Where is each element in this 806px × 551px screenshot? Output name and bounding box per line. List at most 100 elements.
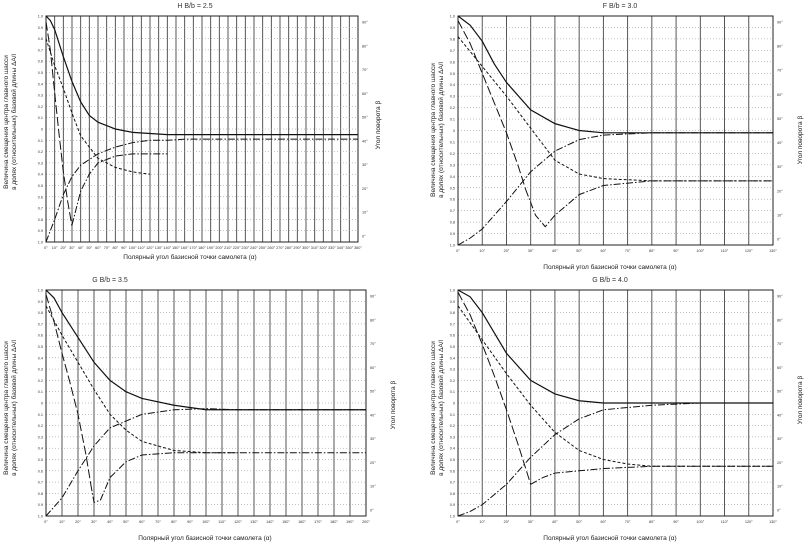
panel-f-y2tick-label: 50°: [777, 117, 783, 121]
panel-f-y2tick-label: 0°: [777, 238, 781, 242]
panel-h-ytick-label: 0.9: [38, 229, 43, 233]
panel-h-xtick-label: 40°: [78, 246, 84, 250]
panel-g1-xtick-label: 190°: [346, 520, 354, 524]
panel-g2-ytick-label: 0.8: [450, 311, 455, 315]
panel-h-plot: 0° 10° 20° 30° 40° 50° 60° 70° 80° 90° 100° 110° 120…: [38, 15, 369, 251]
panel-h-xtick-label: 250°: [259, 246, 267, 250]
panel-f-xtick-label: 90°: [673, 249, 679, 253]
panel-f-ytick-label: 0.7: [450, 49, 455, 53]
panel-g2-ytick-label: 0.4: [450, 447, 455, 451]
panel-h-ytick-label: 0.7: [38, 48, 43, 52]
panel-h-ytick-label: 0.7: [38, 207, 43, 211]
panel-g2-title: G B/b = 4.0: [592, 277, 628, 284]
panel-h-ytick-label: 1.0: [38, 15, 43, 19]
panel-g1-xtick-label: 120°: [234, 520, 242, 524]
panel-f-ytick-label: 0.4: [450, 83, 455, 87]
panel-f-xtick-label: 130°: [769, 249, 777, 253]
panel-g2-ytick-label: 0.3: [450, 368, 455, 372]
panel-g1-xtick-label: 140°: [266, 520, 274, 524]
panel-f-xlabel: Полярный угол базисной точки самолета (α…: [543, 264, 677, 271]
panel-g1-ytick-label: 0.9: [38, 503, 43, 507]
panel-f-ytick-label: 0.4: [450, 175, 455, 179]
panel-g2-series-2-line: [457, 292, 532, 485]
panel-g2-xtick-label: 110°: [721, 520, 729, 524]
panel-g2-y2label: Угол поворота β: [797, 375, 804, 425]
panel-h-ytick-label: 0.6: [38, 195, 43, 199]
panel-h-y2tick-label: 20°: [362, 187, 368, 191]
panel-g1-ytick-label: 0.3: [38, 368, 43, 372]
panel-h-xlabel: Полярный угол базисной точки самолета (α…: [123, 254, 257, 261]
panel-g1-y2tick-label: 30°: [370, 437, 376, 441]
panel-f-series-2-line: [457, 20, 527, 191]
panel-g1-ytick-label: 0.5: [38, 458, 43, 462]
panel-h-y2tick-label: 70°: [362, 68, 368, 72]
panel-g1-y2tick-label: 90°: [370, 295, 376, 299]
panel-g1-y2tick-label: 10°: [370, 485, 376, 489]
panel-f-plot-frame: [457, 15, 774, 246]
panel-h-xtick-label: 70°: [104, 246, 110, 250]
panel-g2-xtick-label: 40°: [552, 520, 558, 524]
panel-f-ytick-label: 0.8: [450, 37, 455, 41]
panel-h-ylabel: Величина смещения центра главного шасси …: [3, 37, 23, 207]
panel-h-xtick-label: 300°: [302, 246, 310, 250]
panel-h-xtick-label: 140°: [163, 246, 171, 250]
panel-f-ylabel-line1: Величина смещения центра главного шасси: [430, 63, 437, 197]
panel-h-title: H B/b = 2.5: [177, 3, 213, 10]
panel-g2-xtick-label: 80°: [649, 520, 655, 524]
panel-h-xtick-label: 80°: [112, 246, 118, 250]
panel-h-y2tick-label: 0°: [362, 235, 366, 239]
panel-g2-xtick-label: 70°: [625, 520, 631, 524]
panel-h-ytick-label: 0.5: [38, 184, 43, 188]
panel-g1-xtick-label: 130°: [250, 520, 258, 524]
panel-g2-xtick-label: 130°: [769, 520, 777, 524]
panel-f-ytick-label: 0.5: [450, 186, 455, 190]
panel-g1-ytick-label: 0: [41, 402, 43, 406]
panel-h-xtick-label: 240°: [250, 246, 258, 250]
panel-g1-xtick-label: 80°: [171, 520, 177, 524]
panel-h-ytick-label: 0.1: [38, 139, 43, 143]
panel-g1-series-3-line: [90, 452, 366, 504]
panel-f-ytick-label: 0.1: [450, 118, 455, 122]
panel-g2-y2tick-label: 80°: [777, 318, 783, 322]
panel-f-ytick-label: 1.0: [450, 244, 455, 248]
panel-f-title: F B/b = 3.0: [602, 3, 638, 10]
panel-g1-plot-frame: [45, 289, 367, 517]
panel-g2-y2tick-label: 0°: [777, 509, 781, 513]
panel-g2-y2tick-label: 70°: [777, 342, 783, 346]
panel-h-y2tick-label: 40°: [362, 139, 368, 143]
panel-h-xtick-label: 60°: [95, 246, 101, 250]
panel-g2-xlabel: Полярный угол базисной точки самолета (α…: [543, 535, 677, 542]
panel-h-xtick-label: 220°: [233, 246, 241, 250]
panel-h-xtick-label: 280°: [285, 246, 293, 250]
panel-f-xtick-label: 0°: [456, 249, 460, 253]
panel-g1-xtick-label: 50°: [123, 520, 129, 524]
panel-f-ytick-label: 0.9: [450, 232, 455, 236]
panel-g1-xtick-label: 20°: [75, 520, 81, 524]
panel-f-y2tick-label: 40°: [777, 141, 783, 145]
panel-h-ytick-label: 0.3: [38, 161, 43, 165]
panel-h-xtick-label: 120°: [146, 246, 154, 250]
panel-f-ytick-label: 0.3: [450, 95, 455, 99]
panel-g2-y2tick-label: 40°: [777, 413, 783, 417]
panel-f-ytick-label: 0.5: [450, 72, 455, 76]
panel-f-xtick-label: 100°: [696, 249, 704, 253]
panel-g1-ytick-label: 0.2: [38, 379, 43, 383]
panel-h-ylabel-line1: Величина смещения центра главного шасси: [3, 55, 10, 189]
panel-g1-series-2-line: [45, 294, 92, 485]
panel-g1-y2label: Угол поворота β: [390, 380, 397, 430]
panel-h-series-4-line: [45, 138, 358, 243]
panel-g1-ytick-label: 0.1: [38, 390, 43, 394]
panel-f-series-1-line: [457, 36, 773, 182]
panel-g2-y2tick-label: 20°: [777, 461, 783, 465]
panel-g2-ytick-label: 0.9: [450, 300, 455, 304]
panel-g1-ytick-label: 0.4: [38, 356, 43, 360]
panel-g2-series-3-line: [530, 465, 773, 485]
panel-h-series-1-line: [45, 38, 151, 175]
panel-h-plot-frame: [45, 15, 359, 243]
panel-h-series-2-line: [45, 21, 73, 227]
panel-g2-y2tick-label: 50°: [777, 390, 783, 394]
panel-g1-xtick-label: 90°: [187, 520, 193, 524]
panel-f-y2tick-label: 80°: [777, 45, 783, 49]
panel-g1-series-1-line: [45, 305, 238, 454]
panel-g2-ytick-label: 0.8: [450, 492, 455, 496]
